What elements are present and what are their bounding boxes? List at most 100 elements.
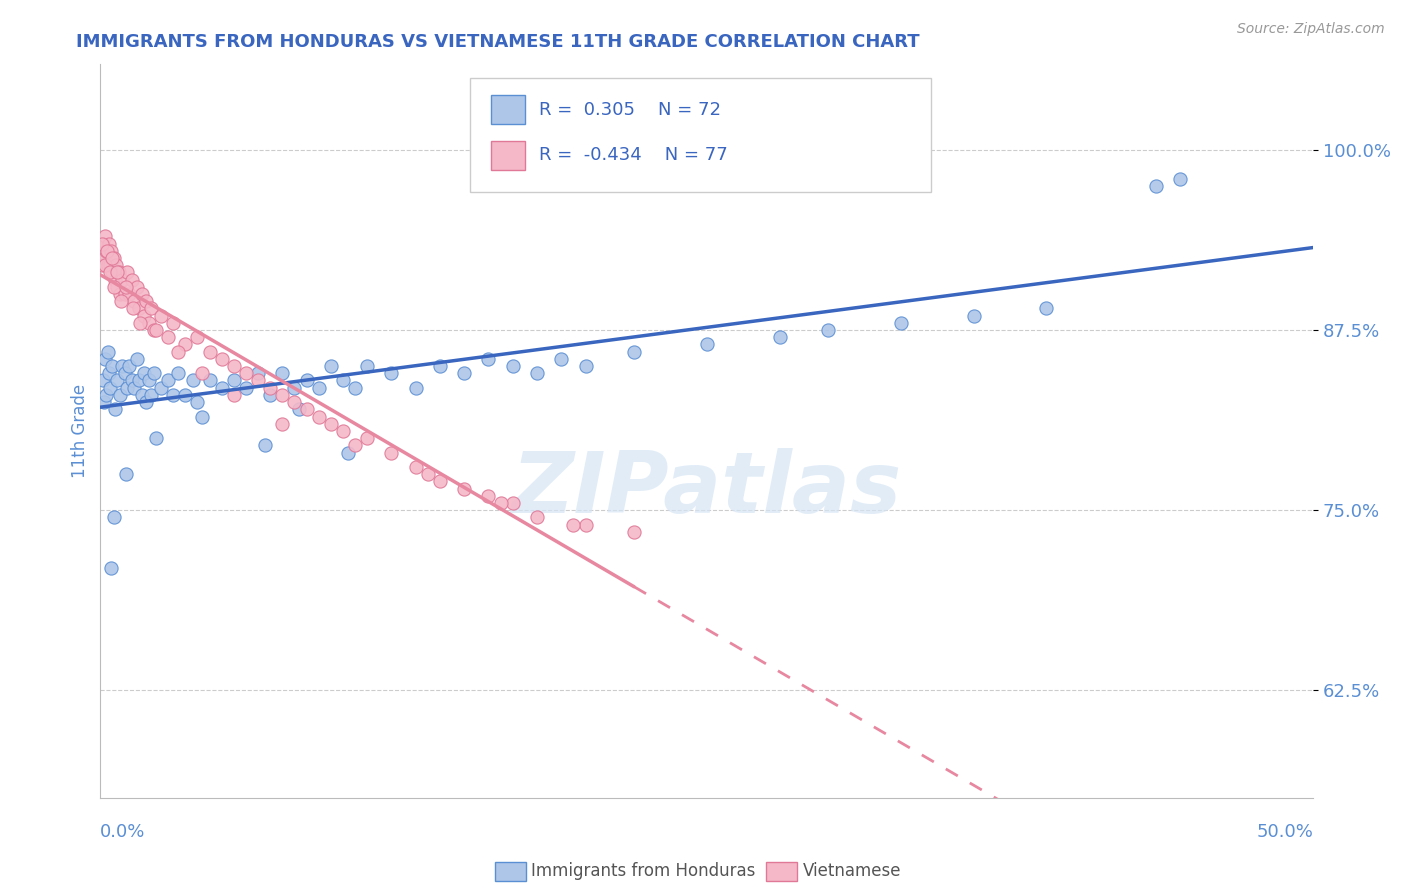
- Point: [131, 388, 153, 402]
- Point: [157, 374, 180, 388]
- Point: [235, 381, 257, 395]
- Point: [283, 395, 305, 409]
- Point: [96, 244, 118, 258]
- Point: [336, 445, 359, 459]
- Point: [477, 351, 499, 366]
- Point: [138, 374, 160, 388]
- Point: [167, 344, 190, 359]
- Point: [100, 244, 122, 258]
- Point: [1035, 301, 1057, 316]
- Point: [103, 510, 125, 524]
- Point: [128, 374, 150, 388]
- Point: [222, 374, 245, 388]
- Point: [247, 374, 270, 388]
- Point: [114, 280, 136, 294]
- Point: [181, 374, 204, 388]
- Point: [502, 359, 524, 373]
- Point: [186, 395, 208, 409]
- Point: [308, 381, 330, 395]
- Point: [108, 287, 131, 301]
- Point: [90, 258, 112, 272]
- Point: [97, 258, 120, 272]
- Y-axis label: 11th Grade: 11th Grade: [72, 384, 89, 478]
- Point: [129, 316, 152, 330]
- Point: [283, 381, 305, 395]
- Point: [526, 510, 548, 524]
- Point: [211, 381, 233, 395]
- Point: [118, 359, 141, 373]
- Point: [132, 366, 155, 380]
- Point: [93, 251, 115, 265]
- Point: [132, 309, 155, 323]
- Point: [135, 294, 157, 309]
- Point: [96, 388, 118, 402]
- Point: [111, 272, 134, 286]
- Point: [97, 236, 120, 251]
- Point: [332, 374, 354, 388]
- Point: [141, 301, 163, 316]
- Point: [198, 344, 221, 359]
- Point: [623, 524, 645, 539]
- Point: [124, 381, 146, 395]
- Point: [142, 366, 165, 380]
- Point: [254, 438, 277, 452]
- Point: [157, 330, 180, 344]
- Point: [96, 244, 118, 258]
- Point: [562, 517, 585, 532]
- Point: [380, 445, 402, 459]
- Point: [145, 431, 167, 445]
- Text: IMMIGRANTS FROM HONDURAS VS VIETNAMESE 11TH GRADE CORRELATION CHART: IMMIGRANTS FROM HONDURAS VS VIETNAMESE 1…: [76, 33, 920, 51]
- Point: [105, 258, 128, 272]
- FancyBboxPatch shape: [470, 78, 931, 192]
- Point: [696, 337, 718, 351]
- Point: [141, 388, 163, 402]
- Point: [526, 366, 548, 380]
- FancyBboxPatch shape: [491, 141, 524, 170]
- Point: [271, 388, 294, 402]
- Point: [356, 431, 378, 445]
- Text: Vietnamese: Vietnamese: [803, 863, 901, 880]
- Text: Source: ZipAtlas.com: Source: ZipAtlas.com: [1237, 22, 1385, 37]
- Point: [271, 366, 294, 380]
- Point: [101, 359, 124, 373]
- Point: [162, 316, 184, 330]
- Point: [623, 344, 645, 359]
- Point: [198, 374, 221, 388]
- Point: [453, 482, 475, 496]
- Point: [191, 409, 214, 424]
- Point: [135, 395, 157, 409]
- Point: [259, 388, 281, 402]
- Point: [288, 402, 311, 417]
- Point: [344, 438, 367, 452]
- Point: [121, 374, 143, 388]
- Point: [93, 395, 115, 409]
- Point: [405, 459, 427, 474]
- Point: [145, 323, 167, 337]
- Point: [111, 359, 134, 373]
- Point: [162, 388, 184, 402]
- Point: [453, 366, 475, 380]
- Point: [211, 351, 233, 366]
- Point: [93, 258, 115, 272]
- Point: [101, 265, 124, 279]
- Text: ZIPatlas: ZIPatlas: [512, 448, 901, 532]
- Point: [108, 388, 131, 402]
- Point: [105, 374, 128, 388]
- Point: [489, 496, 512, 510]
- Point: [98, 381, 121, 395]
- Point: [122, 301, 145, 316]
- Point: [167, 366, 190, 380]
- Point: [125, 280, 148, 294]
- Point: [344, 381, 367, 395]
- Point: [128, 301, 150, 316]
- Point: [150, 381, 173, 395]
- Point: [186, 330, 208, 344]
- Point: [114, 366, 136, 380]
- Text: Immigrants from Honduras: Immigrants from Honduras: [531, 863, 756, 880]
- Point: [103, 280, 125, 294]
- Point: [94, 351, 117, 366]
- Point: [91, 236, 114, 251]
- Point: [97, 366, 120, 380]
- Point: [110, 294, 132, 309]
- Point: [97, 344, 120, 359]
